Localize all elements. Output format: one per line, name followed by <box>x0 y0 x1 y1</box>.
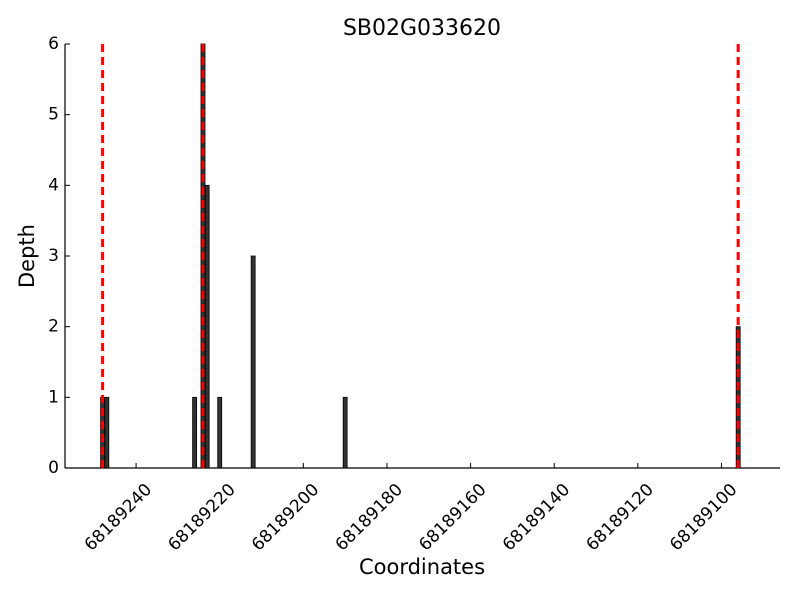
y-tick-label: 6 <box>48 34 59 54</box>
x-tick-label: 68189100 <box>666 480 741 555</box>
bar <box>342 396 348 469</box>
bar <box>204 184 210 469</box>
y-tick-label: 1 <box>48 387 59 407</box>
y-axis-label: Depth <box>15 224 39 288</box>
x-tick-label: 68189220 <box>164 480 239 555</box>
x-tick-label: 68189120 <box>583 480 658 555</box>
x-tick-label: 68189140 <box>499 480 574 555</box>
bar <box>104 396 110 469</box>
y-tick-label: 3 <box>48 246 59 266</box>
y-tick-label: 4 <box>48 175 59 195</box>
bar <box>192 396 198 469</box>
x-tick-label: 68189160 <box>415 480 490 555</box>
x-tick-label: 68189180 <box>332 480 407 555</box>
y-tick-label: 0 <box>48 458 59 478</box>
bar <box>250 255 256 469</box>
bar <box>217 396 223 469</box>
y-tick-label: 5 <box>48 105 59 125</box>
chart-title: SB02G033620 <box>343 16 501 41</box>
bar <box>100 396 106 469</box>
y-tick-label: 2 <box>48 317 59 337</box>
x-tick-label: 68189200 <box>248 480 323 555</box>
x-axis-label: Coordinates <box>359 555 485 579</box>
x-tick-label: 68189240 <box>81 480 156 555</box>
